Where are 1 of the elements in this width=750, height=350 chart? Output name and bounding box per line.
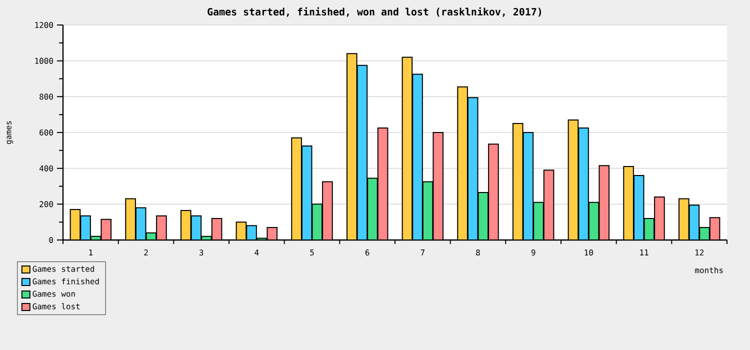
chart-title: Games started, finished, won and lost (rasklnikov, 2017) [208, 7, 542, 17]
